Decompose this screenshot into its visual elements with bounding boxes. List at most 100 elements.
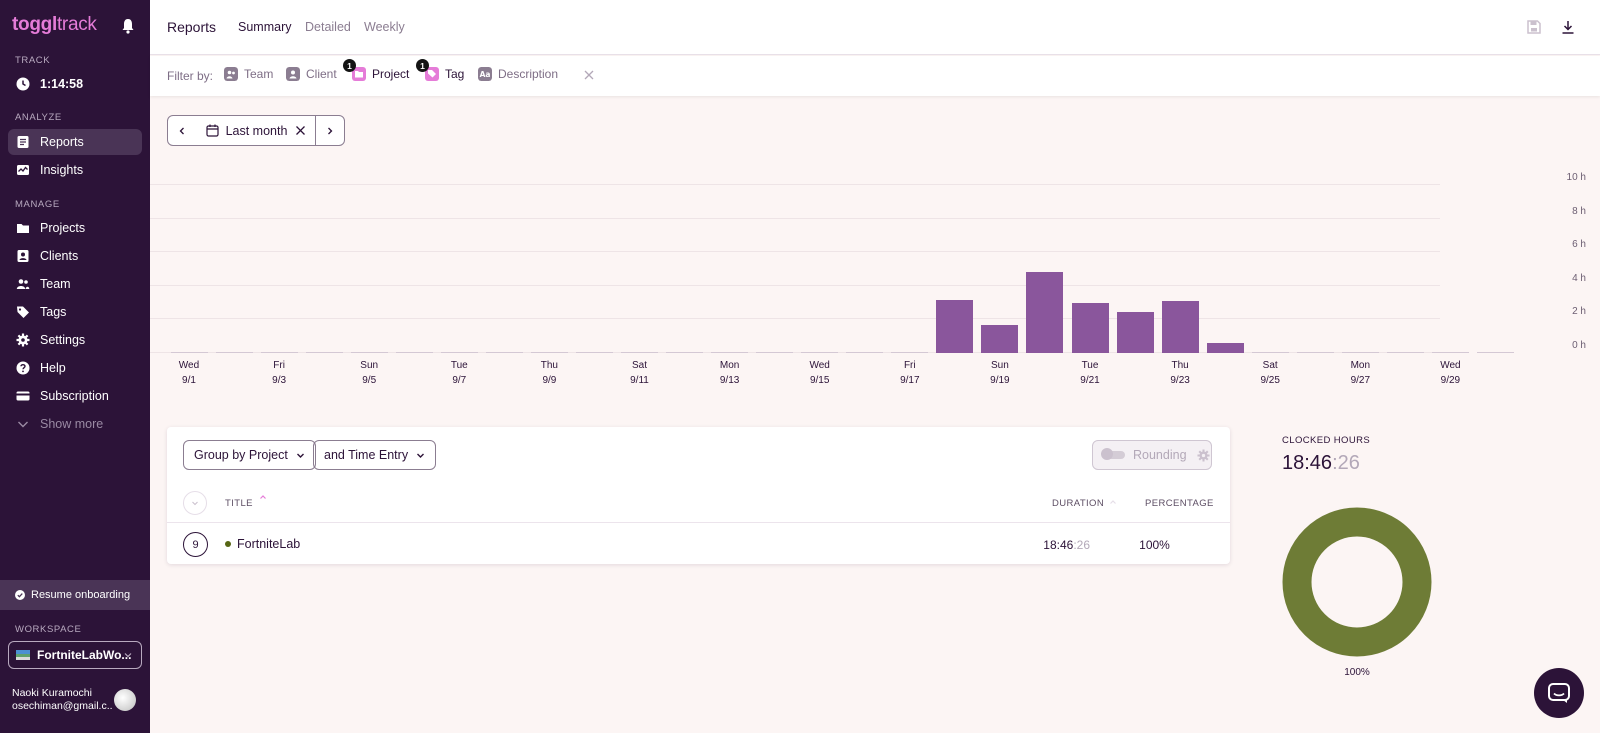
x-tick-label: Sat 9/25 [1260, 360, 1280, 386]
sidebar-item-settings[interactable]: Settings [8, 327, 142, 353]
sort-icon[interactable] [1109, 498, 1117, 506]
show-more-label: Show more [40, 417, 104, 431]
expand-all-toggle[interactable] [183, 491, 207, 515]
gear-icon [16, 333, 30, 347]
sidebar-item-subscription[interactable]: Subscription [8, 383, 142, 409]
filter-team[interactable]: Team [224, 67, 273, 81]
date-range-picker[interactable]: Last month [196, 115, 316, 146]
show-more-button[interactable]: Show more [8, 411, 142, 437]
track-section-label: TRACK [15, 55, 51, 66]
entry-count-badge[interactable]: 9 [183, 532, 208, 557]
sidebar-item-insights[interactable]: Insights [8, 157, 142, 183]
user-name: Naoki Kuramochi [12, 687, 92, 699]
tag-filter-icon-wrap: 1 [416, 59, 439, 81]
filter-tag[interactable]: 1 Tag [416, 59, 464, 81]
sub-group-value: and Time Entry [324, 448, 409, 462]
column-header-duration[interactable]: DURATION [1052, 498, 1105, 509]
bar-9/22[interactable] [1116, 311, 1154, 353]
svg-text:Aa: Aa [480, 70, 491, 79]
sidebar-item-help[interactable]: Help [8, 355, 142, 381]
previous-period-button[interactable] [167, 115, 197, 146]
gear-icon[interactable] [1196, 448, 1210, 462]
bar-baseline [530, 352, 568, 353]
tab-detailed[interactable]: Detailed [305, 20, 351, 34]
card-icon [16, 391, 30, 401]
project-color-dot [225, 541, 231, 547]
sidebar-item-projects[interactable]: Projects [8, 215, 142, 241]
chevron-down-icon [192, 501, 198, 506]
resume-onboarding-label: Resume onboarding [31, 589, 131, 601]
clocked-hours-label: CLOCKED HOURS [1282, 435, 1371, 446]
x-tick-label: Wed 9/1 [178, 360, 200, 386]
chevron-down-icon [417, 453, 425, 458]
text-icon: Aa [478, 67, 492, 81]
clocked-hours-value: 18:46:26 [1282, 452, 1360, 474]
y-tick-label: 10 h [1566, 172, 1586, 183]
clock-icon [16, 77, 30, 91]
toggl-logo[interactable]: toggltrack [12, 14, 97, 35]
sub-group-select[interactable]: and Time Entry [313, 440, 437, 470]
group-by-select[interactable]: Group by Project [183, 440, 316, 470]
timer-value: 1:14:58 [40, 77, 84, 91]
sidebar-item-reports[interactable]: Reports [8, 129, 142, 155]
check-circle-icon [15, 590, 25, 600]
filter-count-badge: 1 [343, 59, 356, 72]
filter-client[interactable]: Client [286, 67, 337, 81]
bar-baseline [170, 352, 208, 353]
bar-9/18[interactable] [936, 300, 974, 353]
filter-label: Team [244, 67, 274, 81]
sidebar-item-label: Settings [40, 333, 86, 347]
next-period-button[interactable] [315, 115, 345, 146]
y-tick-label: 0 h [1572, 340, 1586, 351]
row-duration: 18:46:26 [1043, 538, 1090, 552]
chevron-down-icon [296, 453, 304, 458]
folder-icon [352, 67, 366, 81]
client-icon [286, 67, 300, 81]
rounding-toggle[interactable]: Rounding [1092, 440, 1212, 470]
avatar[interactable] [114, 689, 136, 711]
summary-table-card: Group by Project and Time Entry Rounding… [167, 427, 1230, 564]
y-tick-label: 6 h [1572, 239, 1586, 251]
bar-baseline [711, 352, 749, 353]
download-icon[interactable] [1560, 19, 1576, 35]
sort-ascending-icon[interactable] [259, 493, 267, 501]
bar-baseline [1251, 352, 1289, 353]
donut-slice-fortnitelab[interactable] [1282, 507, 1432, 657]
column-header-percentage[interactable]: PERCENTAGE [1145, 498, 1214, 509]
close-icon[interactable] [295, 125, 306, 136]
sidebar-item-clients[interactable]: Clients [8, 243, 142, 269]
filter-description[interactable]: Aa Description [478, 67, 558, 81]
row-percentage: 100% [1139, 538, 1170, 552]
close-icon[interactable] [583, 69, 595, 81]
bar-baseline [621, 352, 658, 353]
donut-percentage-label: 100% [1344, 667, 1370, 678]
bar-9/23[interactable] [1161, 300, 1199, 353]
chat-support-button[interactable] [1534, 668, 1584, 718]
bar-9/19[interactable] [981, 325, 1019, 353]
filter-project[interactable]: 1 Project [343, 59, 409, 81]
y-tick-label: 8 h [1572, 205, 1586, 217]
tag-icon [17, 306, 29, 318]
sidebar-item-tags[interactable]: Tags [8, 299, 142, 325]
timer-button[interactable]: 1:14:58 [8, 71, 142, 97]
tab-summary[interactable]: Summary [238, 20, 292, 34]
resume-onboarding-button[interactable]: Resume onboarding [0, 580, 150, 610]
sidebar: toggltrack TRACK 1:14:58 ANALYZE Reports… [0, 0, 150, 733]
bell-icon[interactable] [121, 18, 135, 34]
column-header-title[interactable]: TITLE [225, 498, 253, 509]
analyze-section-label: ANALYZE [15, 112, 62, 123]
workspace-selector[interactable]: FortniteLabWo... [8, 641, 142, 669]
bar-baseline [1386, 352, 1424, 353]
y-tick-label: 4 h [1572, 272, 1586, 284]
bar-9/21[interactable] [1071, 302, 1109, 353]
team-icon [224, 67, 238, 81]
save-icon[interactable] [1526, 19, 1542, 35]
gridline [150, 184, 1440, 185]
bar-9/20[interactable] [1026, 272, 1064, 353]
tab-weekly[interactable]: Weekly [364, 20, 405, 34]
filter-bar: Filter by: Team Client 1 Project 1 Tag A… [150, 56, 1600, 96]
gridline [150, 352, 1440, 353]
sidebar-item-team[interactable]: Team [8, 271, 142, 297]
bar-9/24[interactable] [1206, 342, 1244, 353]
x-tick-label: Sun 9/5 [360, 360, 379, 386]
